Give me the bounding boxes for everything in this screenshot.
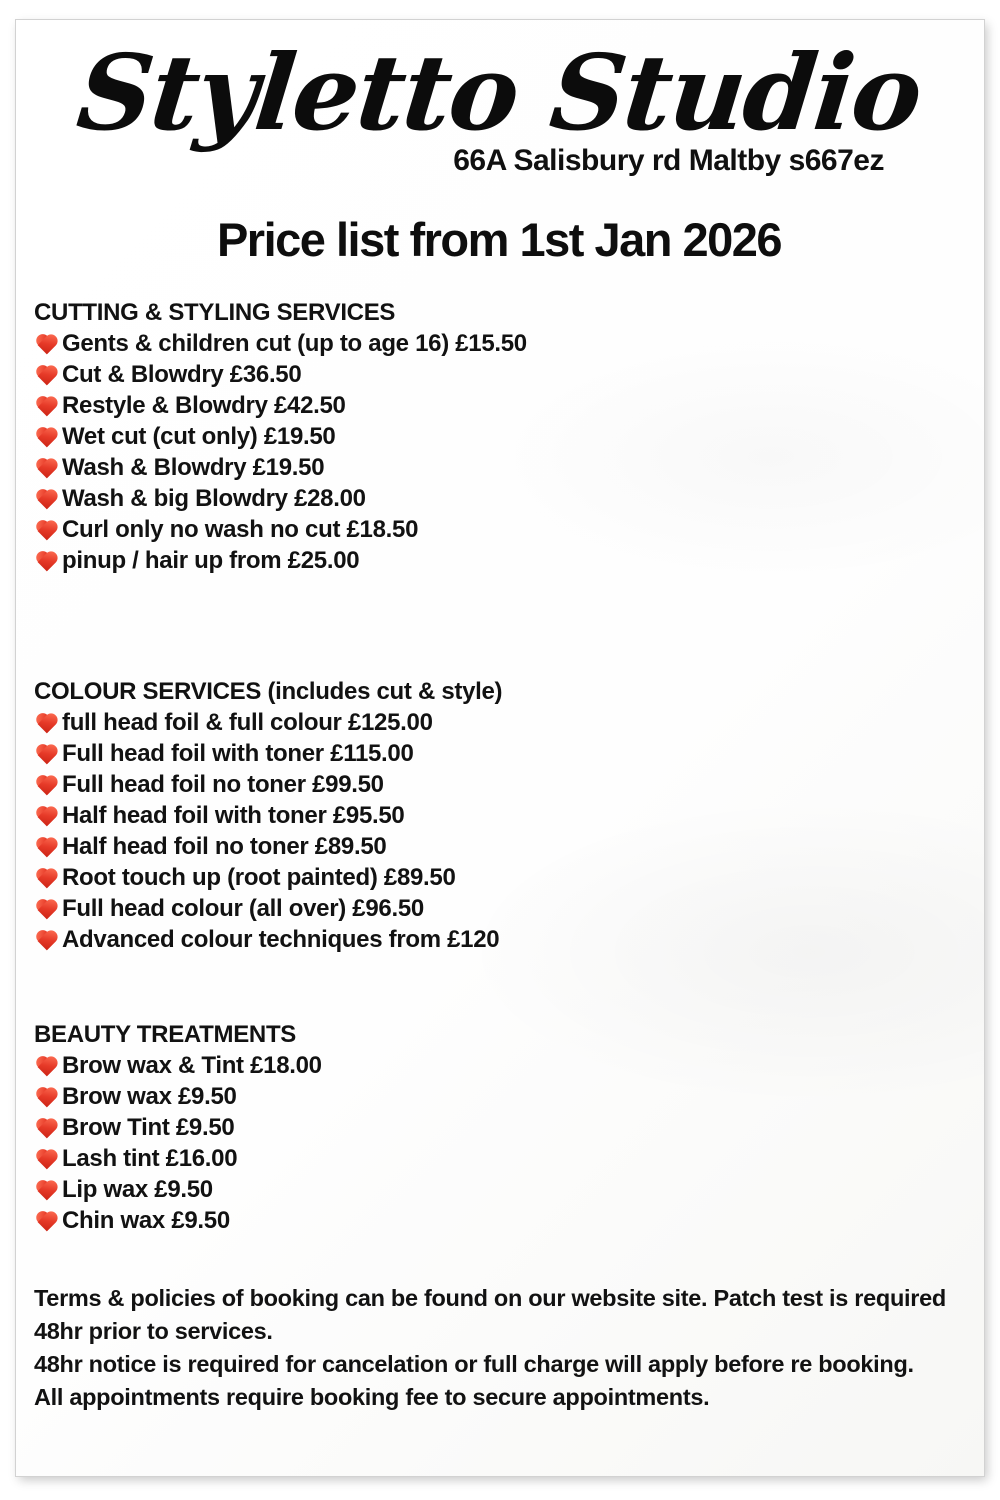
- item-text: Lip wax £9.50: [62, 1176, 213, 1204]
- item-text: Cut & Blowdry £36.50: [62, 361, 302, 389]
- heart-icon: [34, 1087, 59, 1109]
- price-list-item: Half head foil with toner £95.50: [34, 800, 964, 831]
- price-list-item: Full head foil no toner £99.50: [34, 769, 964, 800]
- heart-icon: [34, 775, 59, 797]
- heart-icon: [34, 1211, 59, 1233]
- terms-line: 48hr notice is required for cancelation …: [34, 1351, 914, 1378]
- price-list-item: Lip wax £9.50: [34, 1174, 964, 1205]
- price-list-item: Advanced colour techniques from £120: [34, 924, 964, 955]
- price-list-item: Full head colour (all over) £96.50: [34, 893, 964, 924]
- salon-address: 66A Salisbury rd Maltby s667ez: [453, 144, 884, 178]
- heart-icon: [34, 396, 59, 418]
- section-heading: BEAUTY TREATMENTS: [34, 1021, 297, 1049]
- item-text: Half head foil with toner £95.50: [62, 802, 405, 830]
- heart-icon: [34, 365, 59, 387]
- heart-icon: [34, 551, 59, 573]
- price-list-item: Wash & Blowdry £19.50: [34, 452, 964, 483]
- heart-icon: [34, 458, 59, 480]
- item-text: Wet cut (cut only) £19.50: [62, 423, 336, 451]
- price-list-item: Gents & children cut (up to age 16) £15.…: [34, 328, 964, 359]
- heart-icon: [34, 806, 59, 828]
- price-list-sheet: Styletto Studio 66A Salisbury rd Maltby …: [16, 20, 984, 1476]
- price-list-item: Half head foil no toner £89.50: [34, 831, 964, 862]
- price-list-item: Brow wax & Tint £18.00: [34, 1050, 964, 1081]
- heart-icon: [34, 837, 59, 859]
- item-text: Root touch up (root painted) £89.50: [62, 864, 456, 892]
- heart-icon: [34, 1180, 59, 1202]
- item-text: full head foil & full colour £125.00: [62, 709, 433, 737]
- section-heading: CUTTING & STYLING SERVICES: [34, 299, 396, 327]
- price-list-item: Cut & Blowdry £36.50: [34, 359, 964, 390]
- section-beauty-treatments: BEAUTY TREATMENTS Brow wax & Tint £18.00…: [34, 1019, 964, 1236]
- price-list-item: Root touch up (root painted) £89.50: [34, 862, 964, 893]
- item-text: Gents & children cut (up to age 16) £15.…: [62, 330, 527, 358]
- terms-line: All appointments require booking fee to …: [34, 1384, 710, 1411]
- heart-icon: [34, 1056, 59, 1078]
- section-heading: COLOUR SERVICES (includes cut & style): [34, 678, 503, 706]
- item-text: Full head colour (all over) £96.50: [62, 895, 424, 923]
- heart-icon: [34, 899, 59, 921]
- page-title: Price list from 1st Jan 2026: [216, 213, 783, 267]
- section-cutting-styling: CUTTING & STYLING SERVICES Gents & child…: [34, 297, 964, 576]
- item-text: Wash & big Blowdry £28.00: [62, 485, 366, 513]
- item-text: Half head foil no toner £89.50: [62, 833, 387, 861]
- item-text: Brow Tint £9.50: [62, 1114, 235, 1142]
- heart-icon: [34, 744, 59, 766]
- item-text: Full head foil with toner £115.00: [62, 740, 414, 768]
- section-colour-services: COLOUR SERVICES (includes cut & style) f…: [34, 676, 964, 955]
- heart-icon: [34, 334, 59, 356]
- price-list-item: full head foil & full colour £125.00: [34, 707, 964, 738]
- heart-icon: [34, 520, 59, 542]
- item-text: Chin wax £9.50: [62, 1207, 230, 1235]
- price-list-item: Full head foil with toner £115.00: [34, 738, 964, 769]
- heart-icon: [34, 427, 59, 449]
- price-list-item: Wet cut (cut only) £19.50: [34, 421, 964, 452]
- salon-logo: Styletto Studio: [71, 31, 927, 154]
- item-text: Lash tint £16.00: [62, 1145, 238, 1173]
- heart-icon: [34, 713, 59, 735]
- price-list-item: Curl only no wash no cut £18.50: [34, 514, 964, 545]
- heart-icon: [34, 1149, 59, 1171]
- price-list-item: Chin wax £9.50: [34, 1205, 964, 1236]
- item-text: Restyle & Blowdry £42.50: [62, 392, 346, 420]
- item-text: Curl only no wash no cut £18.50: [62, 516, 419, 544]
- item-text: Advanced colour techniques from £120: [62, 926, 500, 954]
- heart-icon: [34, 489, 59, 511]
- price-list-item: Wash & big Blowdry £28.00: [34, 483, 964, 514]
- item-text: Brow wax £9.50: [62, 1083, 237, 1111]
- price-list-item: Lash tint £16.00: [34, 1143, 964, 1174]
- heart-icon: [34, 1118, 59, 1140]
- item-text: Full head foil no toner £99.50: [62, 771, 384, 799]
- item-text: Wash & Blowdry £19.50: [62, 454, 325, 482]
- price-list-item: Restyle & Blowdry £42.50: [34, 390, 964, 421]
- item-text: Brow wax & Tint £18.00: [62, 1052, 322, 1080]
- item-text: pinup / hair up from £25.00: [62, 547, 360, 575]
- sheet-content: Styletto Studio 66A Salisbury rd Maltby …: [16, 20, 984, 1476]
- price-list-item: Brow wax £9.50: [34, 1081, 964, 1112]
- terms-line: Terms & policies of booking can be found…: [34, 1285, 946, 1345]
- heart-icon: [34, 868, 59, 890]
- price-list-item: Brow Tint £9.50: [34, 1112, 964, 1143]
- heart-icon: [34, 930, 59, 952]
- price-list-item: pinup / hair up from £25.00: [34, 545, 964, 576]
- terms-and-policies: Terms & policies of booking can be found…: [34, 1282, 954, 1414]
